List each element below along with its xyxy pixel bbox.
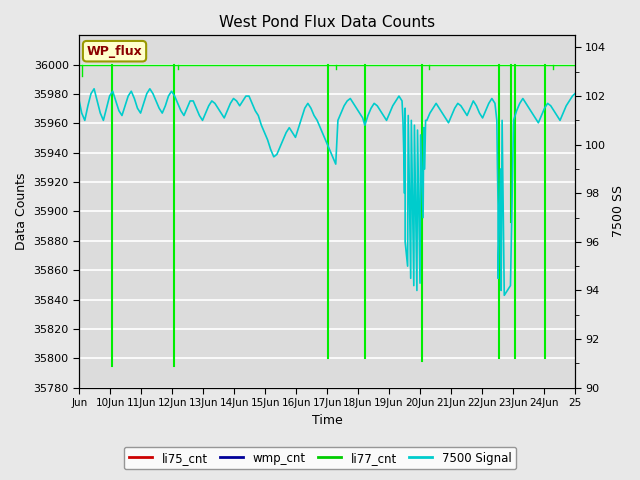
- Legend: li75_cnt, wmp_cnt, li77_cnt, 7500 Signal: li75_cnt, wmp_cnt, li77_cnt, 7500 Signal: [124, 447, 516, 469]
- X-axis label: Time: Time: [312, 414, 342, 427]
- Y-axis label: 7500 SS: 7500 SS: [612, 185, 625, 238]
- Y-axis label: Data Counts: Data Counts: [15, 173, 28, 250]
- Text: WP_flux: WP_flux: [86, 45, 143, 58]
- Title: West Pond Flux Data Counts: West Pond Flux Data Counts: [219, 15, 435, 30]
